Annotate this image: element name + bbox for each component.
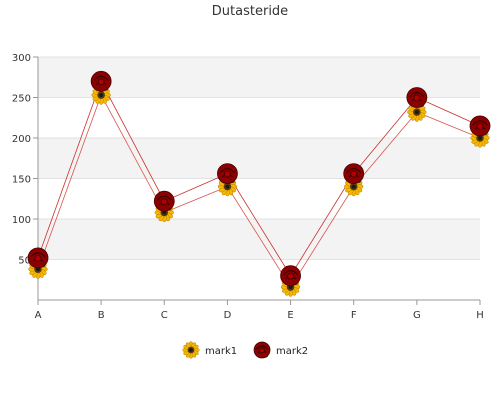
legend-label-mark2: mark2: [276, 346, 308, 357]
data-point-mark1-D: [217, 176, 238, 197]
y-tick-label: 50: [18, 256, 31, 267]
x-tick-label: B: [98, 310, 105, 321]
x-tick-label: H: [476, 310, 484, 321]
grid-band: [38, 57, 480, 98]
chart-title: Dutasteride: [211, 4, 289, 19]
data-point-mark2-E: [280, 265, 301, 287]
x-tick-label: E: [287, 310, 293, 321]
data-point-mark2-F: [343, 163, 365, 185]
y-tick-label: 300: [12, 53, 31, 64]
x-tick-label: D: [224, 310, 232, 321]
data-point-mark2-B: [90, 70, 112, 92]
grid-band: [38, 219, 480, 260]
x-tick-label: F: [351, 310, 357, 321]
y-tick-label: 150: [12, 175, 31, 186]
series-line-mark2: [37, 80, 481, 277]
series-line-mark1: [37, 94, 481, 288]
y-tick-label: 100: [12, 215, 31, 226]
grid-band: [38, 138, 480, 179]
data-point-mark2-G: [406, 87, 428, 108]
y-tick-label: 250: [12, 94, 31, 105]
x-tick-label: G: [413, 310, 421, 321]
legend-icon-mark1: [182, 341, 200, 359]
legend-label-mark1: mark1: [205, 346, 237, 357]
legend-icon-mark2: [253, 341, 271, 359]
data-point-mark2-A: [27, 247, 49, 269]
y-tick-label: 200: [12, 134, 31, 145]
x-tick-label: A: [35, 310, 42, 321]
data-point-mark2-C: [153, 190, 175, 212]
data-point-mark1-F: [344, 176, 364, 197]
data-point-mark2-H: [469, 115, 491, 137]
data-point-mark2-D: [217, 163, 238, 185]
x-tick-label: C: [161, 310, 168, 321]
